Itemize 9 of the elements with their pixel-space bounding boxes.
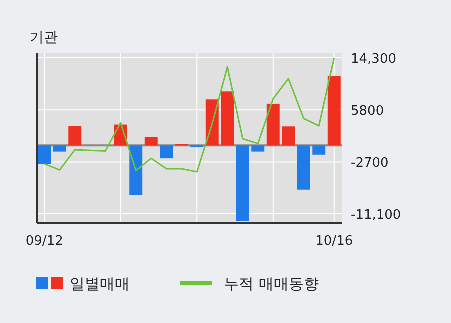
- y-tick-label: -2700: [351, 156, 389, 172]
- y-tick-label: 5800: [351, 104, 384, 120]
- legend-label: 누적 매매동향: [224, 275, 319, 293]
- chart-title: 기관: [30, 30, 58, 46]
- x-tick-label: 09/12: [26, 234, 64, 249]
- y-tick-label: -11,100: [351, 208, 402, 223]
- y-tick-label: 14,300: [351, 52, 396, 67]
- x-tick-label: 10/16: [316, 234, 354, 249]
- legend-label: 일별매매: [70, 275, 130, 293]
